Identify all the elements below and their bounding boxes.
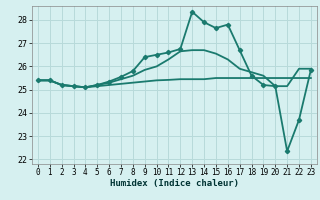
- X-axis label: Humidex (Indice chaleur): Humidex (Indice chaleur): [110, 179, 239, 188]
